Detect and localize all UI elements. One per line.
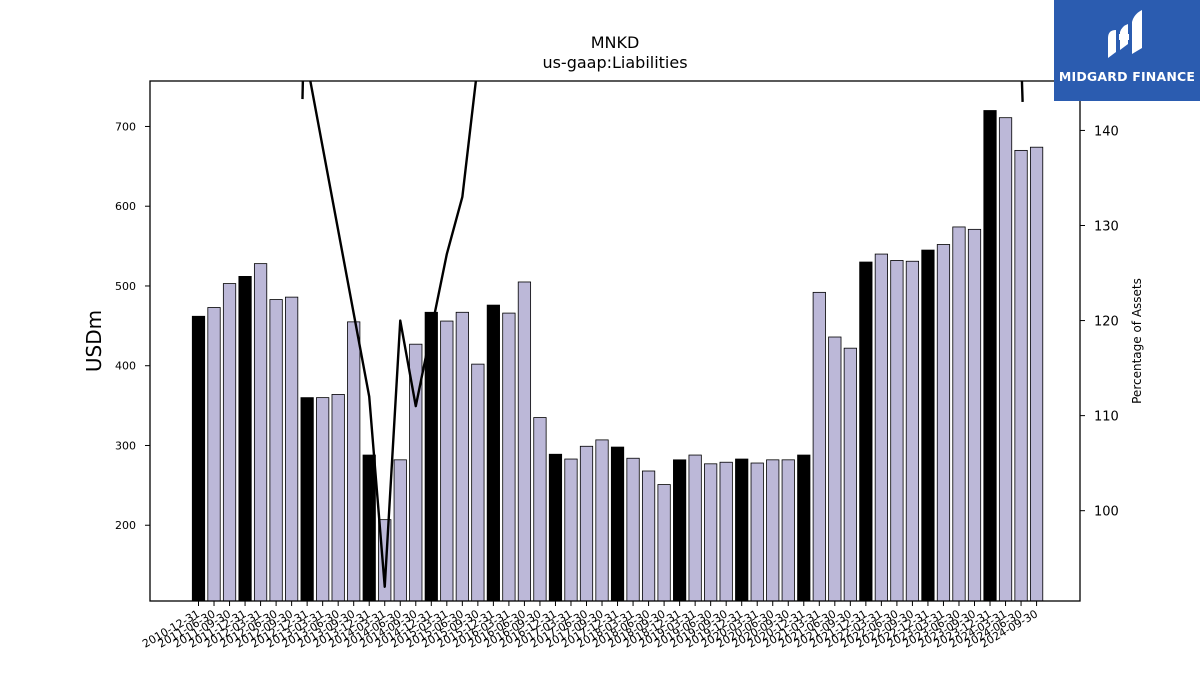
bar <box>812 291 826 602</box>
midgard-logo-icon <box>1108 10 1142 58</box>
bars-group <box>191 110 1044 602</box>
bar <box>285 296 299 602</box>
bar <box>843 347 857 602</box>
bar <box>393 459 407 602</box>
bar <box>440 320 454 602</box>
bar <box>766 459 780 602</box>
bar <box>331 394 345 602</box>
bar <box>641 470 656 602</box>
line-group <box>301 81 1024 588</box>
bar <box>471 363 485 602</box>
bar <box>936 244 951 602</box>
y-tick-label: 400 <box>115 360 136 373</box>
bar <box>502 312 516 602</box>
bar <box>207 307 221 602</box>
chart-subtitle: us-gaap:Liabilities <box>542 53 687 72</box>
bar <box>362 454 376 602</box>
bar <box>579 445 594 602</box>
bar <box>610 446 625 602</box>
bar <box>1029 146 1044 602</box>
y2-tick-label: 100 <box>1094 505 1119 520</box>
bar <box>626 457 640 602</box>
bar <box>750 462 764 602</box>
bar <box>828 336 842 602</box>
bar <box>673 459 687 602</box>
bar <box>347 321 361 602</box>
bar <box>874 253 888 602</box>
bar <box>517 281 532 602</box>
bar <box>253 263 268 602</box>
y-tick-label: 500 <box>115 280 136 293</box>
bar <box>269 299 283 602</box>
bar <box>719 461 733 602</box>
bar <box>564 458 578 602</box>
bar <box>797 454 811 602</box>
y2-axis-label: Percentage of Assets <box>1130 278 1144 404</box>
bar <box>300 397 314 602</box>
bar <box>595 439 609 602</box>
line-series-segment <box>301 81 305 100</box>
bar <box>967 228 982 602</box>
y-tick-label: 200 <box>115 519 136 532</box>
bar <box>952 226 966 602</box>
bar <box>316 397 330 602</box>
bar <box>688 454 702 602</box>
y-tick-label: 300 <box>115 439 136 452</box>
y2-tick-label: 130 <box>1094 219 1119 234</box>
y-axis-left: 200 300 400 500 600 700 <box>115 120 150 532</box>
bar <box>238 275 252 602</box>
y2-tick-label: 140 <box>1094 124 1119 139</box>
bar <box>222 283 237 602</box>
bar <box>735 458 749 602</box>
plot-frame <box>149 80 1081 602</box>
brand-logo: MIDGARD FINANCE <box>1054 0 1200 101</box>
bar <box>859 261 873 602</box>
y-axis-right: 100 110 120 130 140 <box>1080 124 1119 520</box>
line-series <box>309 81 478 588</box>
bar <box>455 311 469 602</box>
bar <box>905 260 920 602</box>
brand-name: MIDGARD FINANCE <box>1058 69 1196 84</box>
bar <box>998 117 1013 602</box>
y-axis-label: USDm <box>82 310 106 372</box>
y2-tick-label: 120 <box>1094 315 1119 330</box>
bar <box>890 260 904 602</box>
bar <box>921 249 935 602</box>
y-tick-label: 700 <box>115 120 136 133</box>
bar <box>533 417 547 602</box>
bar <box>191 315 206 602</box>
line-series-segment <box>1020 81 1024 102</box>
y-tick-label: 600 <box>115 200 136 213</box>
bar <box>657 484 671 602</box>
bar <box>486 304 500 602</box>
bar <box>548 453 563 602</box>
x-axis: 2010-12-312011-06-302011-09-302011-12-31… <box>140 601 1040 651</box>
bar <box>704 463 718 602</box>
y2-tick-label: 110 <box>1094 410 1119 425</box>
bar <box>1014 149 1028 602</box>
chart-title: MNKD <box>591 33 640 52</box>
bar <box>983 110 997 602</box>
bar <box>781 459 795 602</box>
